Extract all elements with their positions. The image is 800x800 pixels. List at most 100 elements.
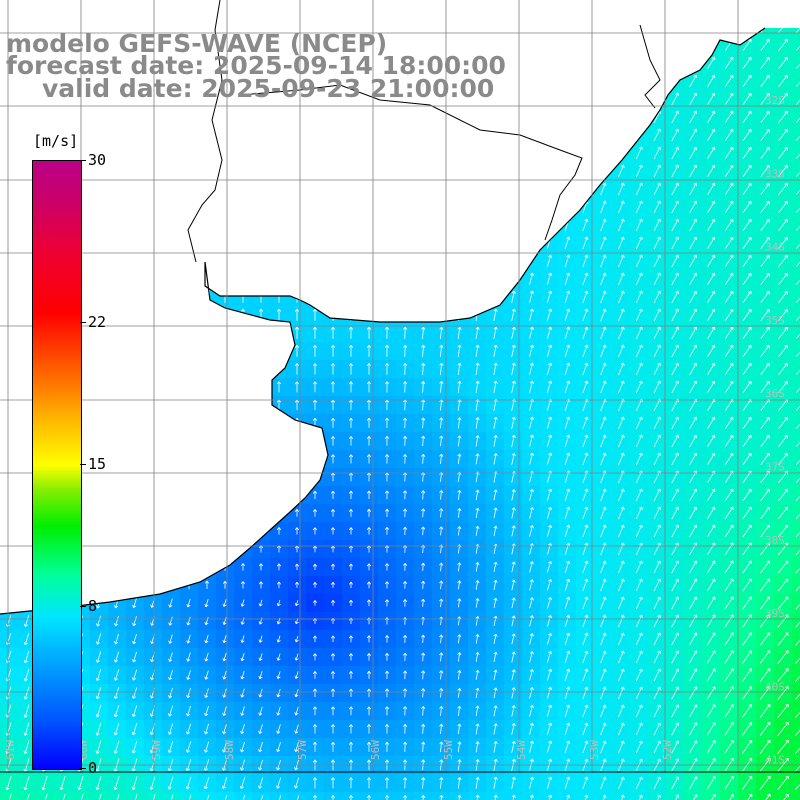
- wind-arrow: [258, 671, 263, 680]
- wind-arrow: [493, 669, 498, 681]
- wind-arrow: [707, 416, 716, 430]
- wind-arrow: [439, 344, 444, 357]
- wind-arrow: [546, 579, 553, 591]
- wind-arrow: [582, 686, 589, 700]
- wind-arrow: [707, 146, 716, 160]
- wind-arrow: [778, 147, 788, 159]
- wind-arrow: [707, 434, 716, 448]
- wind-arrow: [724, 236, 734, 250]
- wind-arrow: [132, 651, 137, 663]
- wind-arrow: [366, 381, 372, 393]
- wind-arrow: [760, 38, 770, 51]
- wind-arrow: [258, 581, 264, 589]
- wind-arrow: [240, 599, 245, 607]
- wind-arrow: [671, 596, 680, 610]
- wind-arrow: [348, 581, 354, 588]
- wind-arrow: [131, 687, 138, 699]
- wind-arrow: [529, 615, 534, 627]
- wind-arrow: [706, 596, 716, 610]
- wind-arrow: [760, 218, 770, 231]
- wind-arrow: [258, 688, 263, 698]
- wind-arrow: [23, 650, 30, 664]
- wind-arrow: [582, 236, 589, 250]
- wind-arrow: [724, 542, 734, 556]
- wind-arrow: [403, 363, 408, 375]
- wind-arrow: [564, 488, 571, 502]
- wind-arrow: [671, 146, 679, 160]
- wind-arrow: [671, 506, 680, 520]
- wind-arrow: [421, 580, 426, 589]
- wind-arrow: [439, 508, 444, 518]
- wind-arrow: [724, 344, 734, 358]
- wind-arrow: [796, 27, 800, 33]
- wind-arrow: [96, 615, 101, 627]
- wind-arrow: [529, 651, 534, 663]
- wind-arrow: [795, 567, 800, 574]
- wind-arrow: [222, 688, 227, 698]
- lat-label: 35S: [765, 314, 785, 327]
- wind-arrow: [168, 598, 173, 608]
- wind-arrow: [294, 635, 299, 643]
- wind-arrow: [778, 165, 788, 177]
- wind-arrow: [384, 326, 390, 339]
- wind-arrow: [421, 381, 426, 393]
- wind-arrow: [600, 632, 607, 646]
- wind-arrow: [294, 653, 299, 661]
- wind-arrow: [707, 200, 716, 214]
- wind-arrow: [707, 110, 716, 124]
- wind-arrow: [760, 236, 770, 249]
- wind-arrow: [348, 563, 354, 571]
- wind-arrow: [671, 236, 679, 250]
- wind-arrow: [222, 670, 227, 680]
- wind-arrow: [600, 650, 607, 664]
- wind-arrow: [511, 344, 516, 358]
- wind-arrow: [635, 200, 643, 214]
- wind-arrow: [294, 326, 300, 339]
- wind-arrow: [457, 380, 462, 393]
- wind-arrow: [796, 153, 800, 159]
- wind-arrow: [384, 670, 390, 679]
- wind-arrow: [706, 560, 716, 574]
- wind-arrow: [546, 452, 553, 466]
- wind-arrow: [796, 369, 800, 375]
- wind-arrow: [475, 489, 480, 501]
- field-cell: [792, 468, 800, 487]
- wind-arrow: [582, 308, 589, 322]
- wind-arrow: [511, 651, 516, 663]
- wind-arrow: [564, 434, 571, 448]
- wind-arrow: [457, 598, 462, 608]
- wind-arrow: [402, 581, 408, 589]
- wind-arrow: [618, 650, 625, 664]
- wind-arrow: [511, 687, 516, 699]
- wind-arrow: [618, 686, 625, 700]
- wind-arrow: [600, 596, 607, 610]
- wind-arrow: [366, 527, 372, 535]
- wind-arrow: [421, 453, 426, 464]
- wind-arrow: [457, 562, 462, 572]
- lat-label: 38S: [765, 534, 785, 547]
- wind-arrow: [546, 362, 553, 376]
- wind-arrow: [618, 380, 625, 394]
- wind-arrow: [493, 507, 498, 519]
- wind-arrow: [618, 506, 625, 520]
- lat-label: 37S: [765, 461, 785, 474]
- wind-arrow: [439, 598, 444, 608]
- wind-arrow: [724, 110, 734, 124]
- wind-arrow: [511, 416, 516, 430]
- wind-arrow: [724, 380, 734, 394]
- wind-arrow: [312, 635, 318, 643]
- wind-arrow: [653, 650, 661, 664]
- wind-arrow: [689, 308, 698, 322]
- wind-arrow: [348, 344, 354, 357]
- wind-arrow: [760, 254, 770, 267]
- wind-arrow: [403, 381, 408, 393]
- lat-label: 41S: [765, 754, 785, 767]
- wind-arrow: [778, 255, 788, 267]
- wind-arrow: [403, 435, 408, 446]
- wind-arrow: [653, 128, 661, 142]
- wind-arrow: [529, 434, 535, 448]
- wind-arrow: [439, 580, 444, 590]
- wind-arrow: [457, 344, 462, 357]
- wind-arrow: [759, 632, 771, 646]
